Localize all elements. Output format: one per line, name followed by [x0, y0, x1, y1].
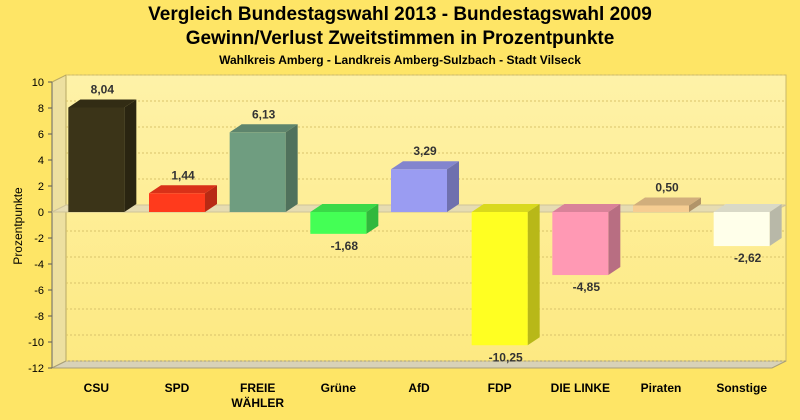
- bar-front: [229, 132, 286, 212]
- bar-side: [124, 99, 137, 212]
- bar-top: [633, 197, 701, 206]
- bar-side: [527, 204, 540, 346]
- data-label: 1,44: [171, 168, 195, 182]
- bar-top: [391, 161, 459, 170]
- bar-top: [310, 204, 379, 212]
- bar-top: [68, 99, 137, 108]
- bar-front: [68, 107, 125, 212]
- bar-top: [471, 204, 540, 212]
- bar-side: [205, 185, 217, 212]
- bar-csu: [68, 99, 137, 212]
- x-category-label: CSU: [84, 381, 109, 395]
- bar-front: [149, 193, 205, 212]
- x-category-label: Grüne: [321, 381, 357, 395]
- data-label: 3,29: [413, 144, 437, 158]
- bar-sonstige: [713, 204, 782, 247]
- y-tick-label: 0: [38, 207, 44, 219]
- bar-front: [391, 169, 447, 212]
- bar-top: [229, 124, 298, 133]
- bar-side: [285, 124, 298, 212]
- x-category-label: AfD: [408, 381, 430, 395]
- x-category-label: DIE LINKE: [551, 381, 610, 395]
- bar-side: [447, 161, 459, 212]
- bar-side: [608, 204, 621, 276]
- chart-region-subtitle: Wahlkreis Amberg - Landkreis Amberg-Sulz…: [219, 53, 581, 67]
- bar-grüne: [310, 204, 379, 234]
- bar-top: [149, 185, 217, 194]
- y-tick-label: -6: [34, 285, 44, 297]
- y-axis-label: Prozentpunkte: [11, 187, 25, 265]
- bar-afd: [391, 161, 459, 212]
- y-tick-label: -4: [34, 259, 44, 271]
- bar-side: [366, 204, 379, 234]
- bar-front: [310, 212, 367, 234]
- data-label: 8,04: [91, 82, 115, 96]
- data-label: -2,62: [734, 251, 762, 265]
- bar-spd: [149, 185, 217, 212]
- y-tick-label: 8: [38, 103, 44, 115]
- bar-side: [769, 204, 782, 247]
- bar-top: [552, 204, 621, 212]
- bar-fdp: [471, 204, 540, 346]
- y-tick-label: -12: [28, 363, 44, 375]
- bar-freie-wähler: [229, 124, 298, 212]
- y-tick-label: -8: [34, 311, 44, 323]
- plot-side-wall: [51, 74, 67, 369]
- y-tick-label: 2: [38, 181, 44, 193]
- x-category-label: WÄHLER: [231, 395, 284, 410]
- chart-subtitle: Gewinn/Verlust Zweitstimmen in Prozentpu…: [185, 28, 615, 49]
- bar-top: [713, 204, 782, 212]
- chart-title: Vergleich Bundestagswahl 2013 - Bundesta…: [148, 4, 652, 25]
- data-label: -4,85: [573, 280, 601, 294]
- x-category-label: FREIE: [240, 381, 275, 395]
- bar-front: [633, 205, 689, 212]
- bar-front: [471, 212, 528, 346]
- data-label: -1,68: [331, 239, 359, 253]
- bar-front: [713, 212, 770, 247]
- y-tick-label: -2: [34, 233, 44, 245]
- plot-background: [65, 74, 787, 362]
- bar-die-linke: [552, 204, 621, 276]
- bar-side: [689, 197, 701, 212]
- bar-piraten: [633, 197, 701, 212]
- data-label: 6,13: [252, 107, 276, 121]
- y-tick-label: 4: [38, 155, 44, 167]
- y-tick-label: 6: [38, 129, 44, 141]
- bar-front: [552, 212, 609, 276]
- x-category-label: SPD: [165, 381, 190, 395]
- data-label: -10,25: [489, 350, 523, 364]
- x-category-label: Sonstige: [716, 381, 767, 395]
- x-category-label: Piraten: [641, 381, 682, 395]
- x-category-label: FDP: [488, 381, 512, 395]
- y-tick-label: -10: [28, 337, 44, 349]
- data-label: 0,50: [655, 181, 679, 195]
- y-tick-label: 10: [32, 77, 44, 89]
- plot-floor: [51, 360, 787, 369]
